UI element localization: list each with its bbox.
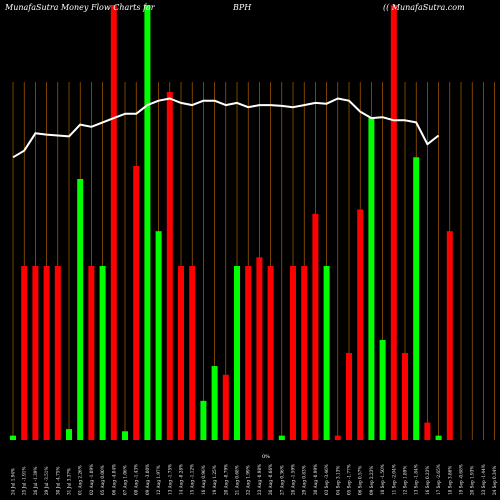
x-tick-labels: 24 Jul 1.94% 25 Jul -1.91% 26 Jul -1.39% 29… bbox=[11, 464, 498, 495]
money-flow-bar bbox=[200, 400, 207, 440]
money-flow-bar bbox=[189, 266, 196, 440]
money-flow-bar bbox=[278, 435, 285, 440]
x-tick-label: 28 Aug -1.59% bbox=[291, 464, 296, 495]
x-tick-label: 16 Aug 0.96% bbox=[201, 465, 206, 495]
x-tick-label: 04 Sep 3.13% bbox=[335, 466, 340, 495]
money-flow-line bbox=[12, 97, 440, 159]
money-flow-bar bbox=[368, 118, 375, 440]
x-tick-label: 21 Aug 0.68% bbox=[235, 465, 240, 495]
money-flow-bar bbox=[155, 231, 162, 440]
x-tick-label: 31 Jul 3.37% bbox=[67, 468, 72, 495]
money-flow-bar bbox=[301, 266, 308, 440]
money-flow-bar bbox=[32, 266, 39, 440]
x-tick-label: 19 Sep -0.68% bbox=[459, 464, 464, 495]
money-flow-bar bbox=[21, 266, 28, 440]
header-left-text: MunafaSutra Money Flow Charts for bbox=[4, 3, 156, 12]
money-flow-line-group bbox=[12, 97, 440, 159]
money-flow-bar bbox=[424, 422, 431, 440]
x-tick-label: 20 Sep 1.93% bbox=[470, 466, 475, 495]
x-tick-label: 01 Aug 2.26% bbox=[78, 465, 83, 495]
money-flow-bar bbox=[178, 266, 184, 440]
money-flow-bar bbox=[133, 165, 140, 440]
x-tick-label: 05 Sep -1.77% bbox=[347, 464, 352, 495]
x-tick-label: 22 Aug 1.99% bbox=[246, 465, 251, 495]
x-tick-label: 06 Sep 0.57% bbox=[358, 466, 363, 495]
x-tick-label: 03 Sep -3.46% bbox=[324, 464, 329, 495]
money-flow-bar bbox=[88, 266, 95, 440]
money-flow-bar bbox=[245, 266, 252, 440]
x-tick-label: 05 Aug 0.00% bbox=[100, 465, 105, 495]
x-tick-label: 23 Aug -0.98% bbox=[257, 464, 262, 495]
money-flow-bar bbox=[346, 353, 352, 440]
money-flow-bar bbox=[122, 431, 128, 440]
money-flow-bar bbox=[43, 266, 50, 440]
x-tick-label: 27 Aug 0.36% bbox=[279, 465, 284, 495]
money-flow-bar bbox=[77, 179, 84, 440]
x-tick-label: 09 Sep 2.23% bbox=[369, 466, 374, 495]
x-tick-label: 23 Sep -1.44% bbox=[481, 464, 486, 495]
x-tick-label: 26 Jul -1.39% bbox=[33, 467, 38, 495]
money-flow-bar bbox=[290, 266, 296, 440]
money-flow-bar bbox=[267, 266, 274, 440]
x-tick-label: 30 Jul -4.75% bbox=[55, 467, 60, 495]
x-tick-label: 15 Aug -1.12% bbox=[190, 464, 195, 495]
x-tick-label: 10 Sep -1.50% bbox=[380, 464, 385, 495]
x-tick-label: 12 Sep 1.89% bbox=[403, 466, 408, 495]
x-tick-label: 07 Aug 1.06% bbox=[123, 465, 128, 495]
money-flow-bar bbox=[402, 353, 408, 440]
x-tick-label: 08 Aug -1.43% bbox=[134, 464, 139, 495]
header-right-text: (( MunafaSutra.com bbox=[383, 3, 465, 12]
x-tick-label: 14 Aug -0.28% bbox=[179, 464, 184, 495]
money-flow-bar bbox=[54, 266, 61, 440]
x-tick-label: 13 Aug -1.75% bbox=[167, 464, 172, 495]
money-flow-bar bbox=[222, 374, 229, 440]
x-tick-label: 17 Sep -2.65% bbox=[436, 464, 441, 495]
x-tick-label: 16 Sep 0.23% bbox=[425, 466, 430, 495]
x-tick-label: 29 Aug 0.83% bbox=[302, 465, 307, 495]
x-tick-label: 24 Sep 0.34% bbox=[492, 466, 497, 495]
x-tick-label: 30 Aug -0.99% bbox=[313, 464, 318, 495]
bars bbox=[10, 5, 453, 440]
x-tick-label: 19 Aug 1.25% bbox=[212, 465, 217, 495]
money-flow-bar bbox=[110, 5, 117, 440]
money-flow-bar bbox=[334, 435, 341, 440]
money-flow-bar bbox=[166, 92, 173, 440]
x-tick-label: 25 Jul -1.91% bbox=[22, 467, 27, 495]
money-flow-bar bbox=[234, 266, 240, 440]
money-flow-bar bbox=[211, 366, 218, 440]
money-flow-bar bbox=[256, 257, 263, 440]
money-flow-bar bbox=[10, 435, 16, 440]
x-tick-label: 06 Aug -4.04% bbox=[111, 464, 116, 495]
money-flow-bar bbox=[144, 5, 151, 440]
axis-mid-label: 0% bbox=[262, 454, 270, 460]
money-flow-bar bbox=[390, 5, 397, 440]
x-tick-label: 29 Jul -3.51% bbox=[44, 467, 49, 495]
money-flow-bar bbox=[379, 339, 386, 440]
x-tick-label: 11 Sep -2.04% bbox=[391, 464, 396, 495]
x-tick-label: 12 Aug 1.97% bbox=[156, 465, 161, 495]
x-tick-label: 20 Aug -0.79% bbox=[223, 464, 228, 495]
x-tick-label: 09 Aug -3.00% bbox=[145, 464, 150, 495]
x-tick-label: 26 Aug -0.66% bbox=[268, 464, 273, 495]
x-tick-label: 24 Jul 1.94% bbox=[11, 468, 16, 495]
x-tick-label: 02 Aug -1.09% bbox=[89, 464, 94, 495]
money-flow-bar bbox=[323, 266, 330, 440]
x-tick-label: 13 Sep -1.84% bbox=[414, 464, 419, 495]
money-flow-bar bbox=[357, 209, 364, 440]
money-flow-bar bbox=[99, 266, 106, 440]
header-ticker-text: BPH bbox=[232, 3, 252, 12]
money-flow-bar bbox=[446, 231, 453, 440]
money-flow-bar bbox=[312, 213, 319, 440]
x-tick-label: 18 Sep 3.86% bbox=[447, 466, 452, 495]
money-flow-bar bbox=[413, 157, 420, 440]
money-flow-bar bbox=[66, 429, 72, 440]
money-flow-bar bbox=[435, 435, 442, 440]
